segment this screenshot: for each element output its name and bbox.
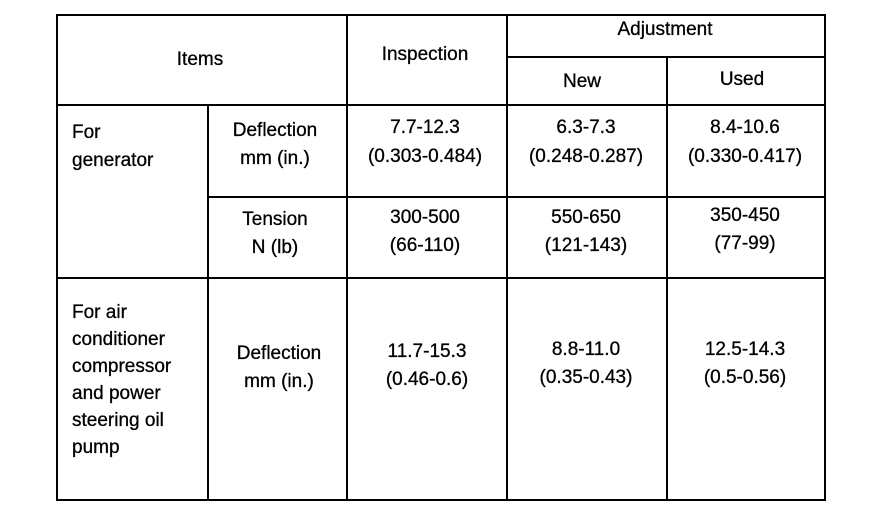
group-label: pump [72,437,120,458]
group-label: conditioner [72,329,166,350]
cell-value: 350-450 [710,205,780,226]
group-label: For air [72,302,128,323]
cell-value: (0.330-0.417) [688,146,802,167]
header-cell: New [563,71,601,92]
cell-value: (0.35-0.43) [540,367,633,388]
group-label: For [72,122,101,143]
cell-value: (0.46-0.6) [386,369,468,390]
parameter: Tension [242,209,308,230]
cell-value: 300-500 [390,207,460,228]
parameter: N (lb) [252,237,298,258]
parameter: mm (in.) [244,371,314,392]
group-label: generator [72,150,154,171]
header-cell: Adjustment [617,19,713,40]
cell-value: 550-650 [551,207,621,228]
cell-value: 12.5-14.3 [705,339,785,360]
table-border [56,14,826,501]
group-label: and power [72,383,161,404]
cell-value: (121-143) [545,235,627,256]
cell-value: 6.3-7.3 [556,117,615,138]
cell-value: (77-99) [714,233,775,254]
cell-value: 8.4-10.6 [710,117,780,138]
cell-value: (66-110) [390,235,460,256]
parameter: mm (in.) [240,148,310,169]
group-label: steering oil [72,410,164,431]
parameter: Deflection [233,120,318,141]
group-label: compressor [72,356,172,377]
cell-value: (0.303-0.484) [368,146,482,167]
cell-value: (0.248-0.287) [529,146,643,167]
header-cell: Items [177,49,223,70]
cell-value: (0.5-0.56) [704,367,786,388]
header-cell: Used [720,69,764,90]
header-cell: Inspection [382,44,469,65]
cell-value: 8.8-11.0 [552,339,620,360]
cell-value: 11.7-15.3 [388,341,467,362]
cell-value: 7.7-12.3 [390,117,460,138]
parameter: Deflection [237,343,322,364]
